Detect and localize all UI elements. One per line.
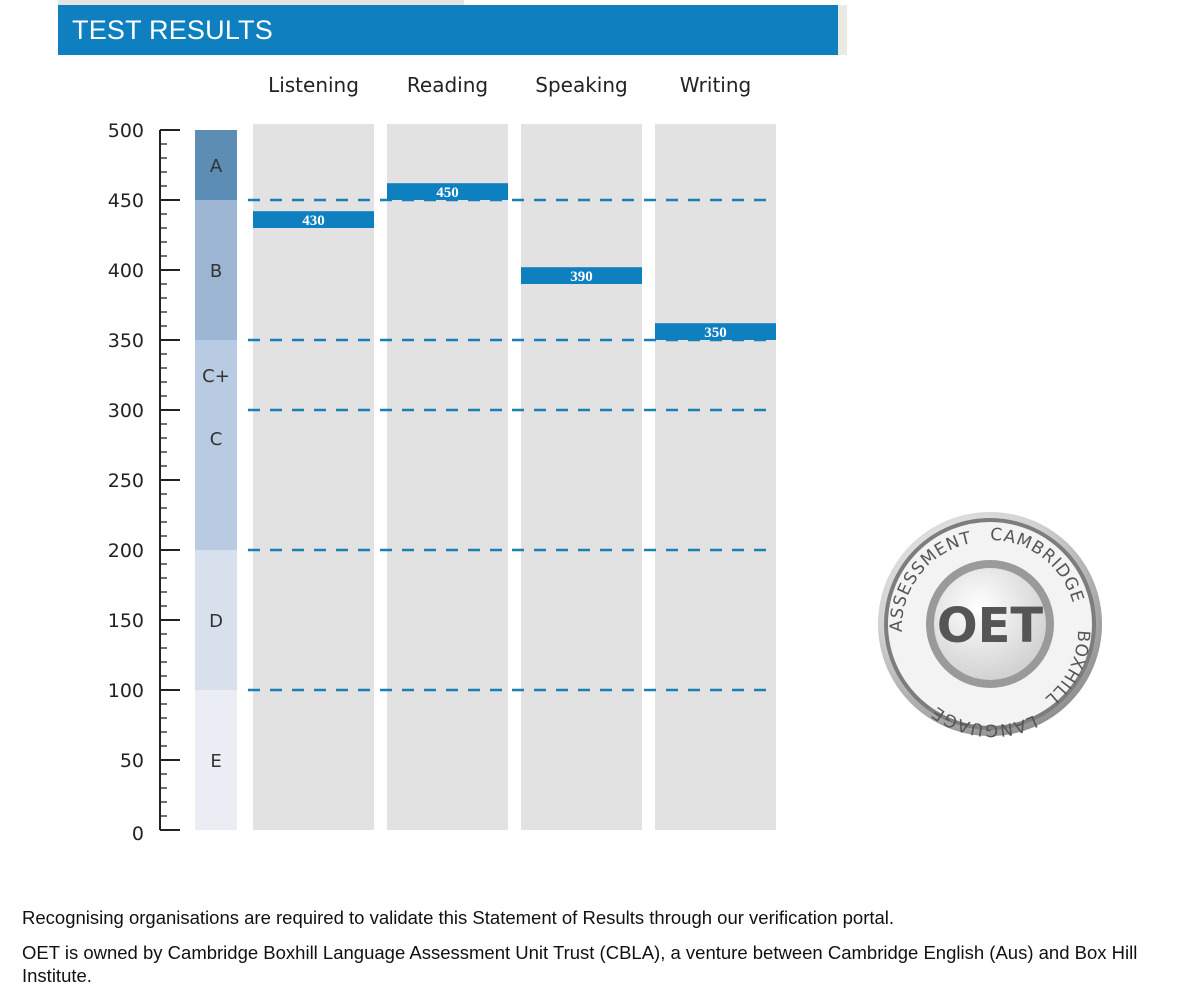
grade-label-c-plus: C+: [202, 366, 230, 387]
score-bar-listening: [253, 211, 374, 228]
score-bar-speaking: [521, 267, 642, 284]
grade-band-c: [195, 410, 237, 550]
category-label-speaking: Speaking: [535, 73, 627, 97]
data-label-reading: 450: [436, 185, 459, 201]
y-tick-label: 0: [132, 823, 144, 845]
grade-label-e: E: [210, 751, 221, 772]
footer-validation-note: Recognising organisations are required t…: [22, 907, 895, 928]
data-label-writing: 350: [704, 325, 727, 341]
column-listening: [253, 124, 374, 830]
grade-band-c-plus: [195, 340, 237, 410]
y-tick-label: 450: [108, 190, 144, 212]
grade-band-a: [195, 130, 237, 200]
seal-center: [934, 568, 1046, 680]
category-label-writing: Writing: [680, 73, 751, 97]
score-bar-writing: [655, 323, 776, 340]
column-reading: [387, 124, 508, 830]
grade-label-c: C: [210, 429, 223, 450]
column-writing: [655, 124, 776, 830]
grade-label-a: A: [210, 156, 223, 177]
section-title: TEST RESULTS: [72, 15, 273, 45]
y-tick-label: 300: [108, 400, 144, 422]
top-rule: [58, 0, 464, 5]
y-tick-label: 500: [108, 120, 144, 142]
section-header: TEST RESULTS: [58, 5, 838, 55]
grade-label-d: D: [209, 611, 223, 632]
y-tick-label: 350: [108, 330, 144, 352]
header-shadow: [838, 5, 847, 55]
column-speaking: [521, 124, 642, 830]
y-tick-label: 50: [120, 750, 144, 772]
grade-label-b: B: [210, 261, 222, 282]
data-label-speaking: 390: [570, 269, 593, 285]
score-bar-reading: [387, 183, 508, 200]
grade-band-b: [195, 200, 237, 340]
category-label-reading: Reading: [407, 73, 488, 97]
footer-ownership-note: OET is owned by Cambridge Boxhill Langua…: [22, 942, 1138, 986]
seal-center-text: OET: [937, 598, 1044, 654]
grade-band-d: [195, 550, 237, 690]
y-tick-label: 150: [108, 610, 144, 632]
y-tick-label: 400: [108, 260, 144, 282]
y-tick-label: 200: [108, 540, 144, 562]
results-chart: A B C+ C D E Listening Reading Speaking Writing 43…: [108, 73, 776, 845]
grade-band-e: [195, 690, 237, 830]
y-tick-label: 100: [108, 680, 144, 702]
data-label-listening: 430: [302, 213, 325, 229]
y-tick-label: 250: [108, 470, 144, 492]
category-label-listening: Listening: [268, 73, 359, 97]
oet-seal: OET ASSESSMENT CAMBRIDGE BOXHILL LANGUAG…: [878, 512, 1102, 738]
